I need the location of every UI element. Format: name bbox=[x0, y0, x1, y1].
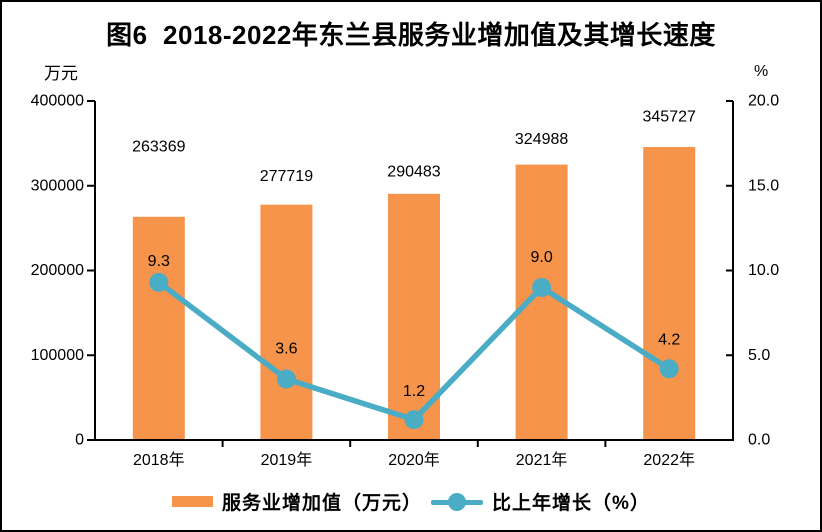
x-axis-category-label: 2020年 bbox=[388, 451, 440, 469]
bar-2019年 bbox=[260, 204, 313, 440]
bar-value-label: 345727 bbox=[643, 108, 696, 125]
legend-line-marker-icon bbox=[448, 492, 467, 511]
line-marker-2020年 bbox=[404, 410, 424, 430]
left-axis-tick-label: 300000 bbox=[31, 177, 84, 194]
bar-value-label: 324988 bbox=[515, 131, 568, 148]
line-marker-2022年 bbox=[659, 359, 679, 379]
left-axis-unit-label: 万元 bbox=[44, 64, 78, 83]
left-axis-tick-label: 100000 bbox=[31, 347, 84, 364]
right-axis-tick-label: 5.0 bbox=[748, 347, 770, 364]
line-marker-2021年 bbox=[532, 277, 552, 297]
x-axis-category-label: 2022年 bbox=[643, 451, 695, 469]
right-axis-tick-label: 15.0 bbox=[748, 177, 779, 194]
line-marker-2018年 bbox=[149, 272, 169, 292]
line-value-label: 9.0 bbox=[530, 249, 552, 266]
legend-label-bar-series: 服务业增加值（万元） bbox=[222, 493, 423, 514]
bar-2022年 bbox=[643, 146, 696, 440]
left-axis-tick-label: 0 bbox=[75, 432, 84, 449]
right-axis-unit-label: % bbox=[754, 63, 769, 80]
legend-line-dot-swatch-icon bbox=[431, 492, 484, 511]
left-axis-tick-label: 200000 bbox=[31, 262, 84, 279]
legend-label-line-series: 比上年增长（%） bbox=[492, 493, 650, 514]
right-axis-tick-label: 20.0 bbox=[748, 93, 779, 110]
x-axis-category-label: 2019年 bbox=[261, 451, 313, 469]
line-value-label: 1.2 bbox=[403, 383, 425, 400]
line-value-label: 9.3 bbox=[148, 253, 170, 270]
chart-legend: 服务业增加值（万元） 比上年增长（%） bbox=[2, 488, 820, 515]
line-value-label: 3.6 bbox=[275, 340, 297, 357]
right-axis-tick-label: 10.0 bbox=[748, 262, 779, 279]
right-axis-tick-label: 0.0 bbox=[748, 432, 770, 449]
bar-value-label: 263369 bbox=[132, 138, 185, 155]
chart-title: 图6 2018-2022年东兰县服务业增加值及其增长速度 bbox=[106, 20, 716, 50]
line-marker-2019年 bbox=[276, 369, 296, 389]
left-axis-tick-label: 400000 bbox=[31, 93, 84, 110]
bar-value-label: 290483 bbox=[387, 163, 440, 180]
legend-bar-swatch-icon bbox=[172, 496, 214, 507]
x-axis-category-label: 2018年 bbox=[133, 451, 185, 469]
bar-2018年 bbox=[132, 216, 185, 440]
line-value-label: 4.2 bbox=[658, 331, 680, 348]
bar-value-label: 277719 bbox=[260, 168, 313, 185]
x-axis-category-label: 2021年 bbox=[516, 451, 568, 469]
